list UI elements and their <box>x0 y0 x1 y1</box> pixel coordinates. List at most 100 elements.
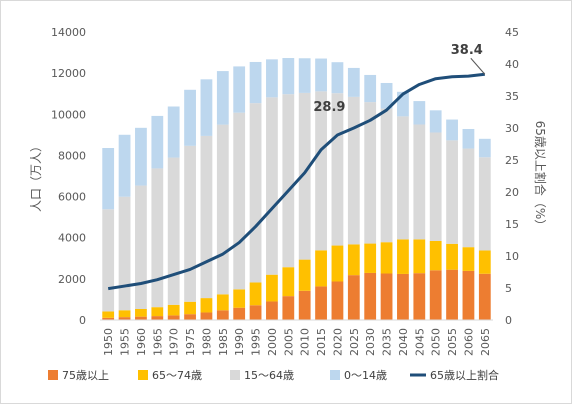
bar-2000-s2 <box>266 97 278 275</box>
bar-2060-s3 <box>462 128 475 149</box>
bar-1990-s3 <box>233 66 246 113</box>
y2-tick-label: 25 <box>505 154 519 167</box>
bar-2060-s0 <box>462 270 475 320</box>
bar-2030-s3 <box>364 74 377 103</box>
x-tick-label: 2005 <box>282 328 295 356</box>
x-tick-label: 2030 <box>364 328 377 356</box>
bar-1985-s3 <box>216 71 229 125</box>
x-tick-label: 1995 <box>250 328 263 356</box>
legend-swatch <box>48 370 58 380</box>
bar-1950-s0 <box>102 317 115 320</box>
legend-item: 15〜64歳 <box>230 369 294 382</box>
bar-2065-s0 <box>478 273 491 320</box>
bar-layer <box>100 58 493 321</box>
bar-1955-s0 <box>118 317 131 320</box>
bar-2005-s1 <box>282 267 295 297</box>
x-tick-label: 1965 <box>151 328 164 356</box>
y2-tick-label: 10 <box>505 250 519 263</box>
bar-2000-s3 <box>266 59 278 98</box>
y2-axis-title: 65歳以上割合（%） <box>533 121 548 232</box>
y-axis-title: 人口（万人） <box>29 140 43 212</box>
bar-2005-s0 <box>282 296 295 320</box>
y-tick-label: 0 <box>79 314 86 327</box>
bar-1985-s1 <box>216 294 229 311</box>
y-axis-right: 0 5 10 15 20 25 30 35 40 45 <box>505 26 519 327</box>
legend-label: 65歳以上割合 <box>430 368 499 382</box>
bar-2025-s3 <box>347 67 360 97</box>
x-tick-label: 2035 <box>381 328 394 356</box>
bar-1995-s3 <box>249 61 262 104</box>
x-axis: 1950 1955 1960 1965 1970 1975 1980 1985 1990 1995… <box>102 328 492 356</box>
bar-2055-s1 <box>446 243 458 270</box>
legend-item: 75歳以上 <box>48 369 109 382</box>
x-tick-label: 2015 <box>315 328 328 356</box>
bar-1980-s2 <box>200 135 213 299</box>
bar-2010-s0 <box>298 290 311 320</box>
x-tick-label: 2000 <box>266 328 279 356</box>
bar-2025-s2 <box>347 96 360 245</box>
bar-1980-s1 <box>200 298 213 313</box>
bar-2010-s1 <box>298 259 311 291</box>
bar-1965-s0 <box>151 316 164 320</box>
y2-tick-label: 0 <box>505 314 512 327</box>
y2-tick-label: 15 <box>505 218 519 231</box>
x-tick-label: 2040 <box>397 328 410 356</box>
bar-1975-s1 <box>184 301 196 315</box>
legend-swatch <box>230 370 240 380</box>
bar-1950-s1 <box>102 311 115 318</box>
bar-2055-s0 <box>446 269 458 320</box>
x-tick-label: 2050 <box>430 328 443 356</box>
bar-1980-s0 <box>200 312 213 320</box>
bar-2010-s2 <box>298 92 311 260</box>
x-tick-label: 2045 <box>413 328 426 356</box>
bar-2045-s1 <box>413 239 426 274</box>
legend-label: 15〜64歳 <box>244 369 294 382</box>
x-tick-label: 2060 <box>462 328 475 356</box>
x-tick-label: 1970 <box>168 328 181 356</box>
legend-item: 65〜74歳 <box>138 369 202 382</box>
bar-2045-s0 <box>413 273 426 320</box>
bar-2015-s2 <box>315 91 327 251</box>
x-tick-label: 1950 <box>102 328 115 356</box>
x-tick-label: 2010 <box>299 328 312 356</box>
bar-1970-s2 <box>167 157 180 305</box>
y-axis-left: 0 2000 4000 6000 8000 10000 12000 14000 <box>51 26 86 327</box>
bar-1970-s3 <box>167 106 180 158</box>
bar-1965-s3 <box>151 115 164 169</box>
bar-2030-s2 <box>364 102 377 244</box>
y-tick-label: 14000 <box>51 26 86 39</box>
bar-2055-s3 <box>446 119 458 141</box>
bar-1985-s0 <box>216 310 229 320</box>
bar-2050-s1 <box>429 240 442 271</box>
bar-2020-s0 <box>331 281 344 320</box>
line-layer <box>107 72 485 291</box>
y2-tick-label: 45 <box>505 26 519 39</box>
bar-1990-s1 <box>233 289 246 308</box>
bar-1995-s1 <box>249 282 262 306</box>
ratio-line <box>107 72 485 291</box>
legend-label: 0〜14歳 <box>344 369 387 382</box>
bar-2040-s1 <box>397 239 409 274</box>
x-tick-label: 1960 <box>135 328 148 356</box>
annotations: 28.9 38.4 <box>313 43 486 115</box>
x-tick-label: 2025 <box>348 328 361 356</box>
bar-1990-s2 <box>233 112 246 290</box>
annotation-label: 38.4 <box>451 43 483 58</box>
bar-2020-s1 <box>331 245 344 282</box>
bar-1995-s0 <box>249 305 262 320</box>
y-tick-label: 4000 <box>58 232 86 245</box>
bar-2040-s3 <box>397 91 409 117</box>
bar-1995-s2 <box>249 103 262 283</box>
bar-1950-s2 <box>102 209 115 312</box>
y-tick-label: 12000 <box>51 67 86 80</box>
x-tick-label: 1980 <box>200 328 213 356</box>
bar-2040-s0 <box>397 273 409 320</box>
annotation-label: 28.9 <box>313 100 345 115</box>
bar-1985-s2 <box>216 124 229 295</box>
legend-swatch <box>330 370 340 380</box>
bar-1970-s1 <box>167 304 180 316</box>
bar-1950-s3 <box>102 148 115 210</box>
bar-2015-s1 <box>315 250 327 287</box>
bar-1960-s0 <box>135 316 147 320</box>
